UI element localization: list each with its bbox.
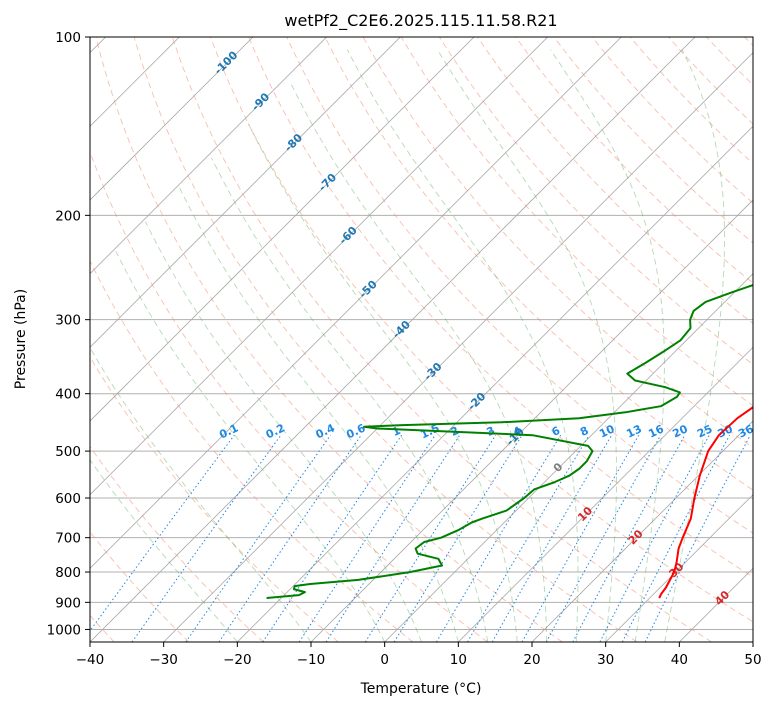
x-tick-label: −20 bbox=[223, 652, 252, 668]
isotherm-line bbox=[163, 52, 753, 642]
mixing-ratio-label: 30 bbox=[716, 422, 736, 440]
moist-adiabat bbox=[664, 49, 725, 642]
mixing-ratio-line bbox=[599, 434, 710, 642]
y-tick-label: 400 bbox=[55, 387, 81, 403]
moist-adiabat bbox=[145, 221, 422, 642]
mixing-ratio-line bbox=[131, 434, 282, 642]
mixing-ratio-line bbox=[90, 434, 235, 632]
mixing-ratio-line bbox=[325, 434, 461, 642]
dry-adiabat bbox=[362, 37, 753, 449]
dry-adiabat bbox=[324, 37, 753, 491]
isotherm-line bbox=[90, 37, 328, 275]
plot-area bbox=[90, 37, 753, 642]
y-tick-label: 300 bbox=[55, 313, 81, 329]
x-tick-label: 20 bbox=[523, 652, 540, 668]
y-axis: 100 200 300 400 500 600 700 800 900 1000 bbox=[47, 30, 90, 638]
dry-adiabat bbox=[591, 37, 753, 204]
moist-adiabat bbox=[437, 49, 617, 642]
x-tick-label: 0 bbox=[380, 652, 389, 668]
moist-adiabat bbox=[90, 458, 238, 642]
x-tick-label: −10 bbox=[297, 652, 326, 668]
dewpoint-profile-line bbox=[266, 283, 753, 599]
profile-lines bbox=[266, 283, 753, 599]
isotherm-line bbox=[90, 37, 475, 422]
moist-adiabat bbox=[115, 251, 386, 642]
moist-adiabat bbox=[247, 123, 518, 642]
mixing-ratio-line bbox=[545, 434, 662, 642]
y-tick-label: 1000 bbox=[47, 622, 81, 638]
dry-adiabat bbox=[515, 37, 753, 284]
x-tick-label: −30 bbox=[149, 652, 178, 668]
mixing-ratio-label: 36 bbox=[736, 422, 756, 440]
moist-adiabat bbox=[346, 49, 579, 642]
mixing-ratio-line bbox=[393, 434, 523, 642]
y-tick-label: 700 bbox=[55, 531, 81, 547]
isotherm-line bbox=[605, 494, 753, 642]
dry-adiabat bbox=[133, 37, 638, 642]
chart-title: wetPf2_C2E6.2025.115.11.58.R21 bbox=[284, 11, 557, 31]
x-tick-label: 50 bbox=[744, 652, 761, 668]
dry-adiabat bbox=[477, 37, 753, 325]
isotherm-line bbox=[90, 37, 622, 569]
mixing-ratio-line bbox=[218, 434, 362, 642]
mixing-ratio-line bbox=[262, 434, 403, 642]
y-tick-label: 600 bbox=[55, 491, 81, 507]
y-tick-label: 800 bbox=[55, 565, 81, 581]
x-tick-label: 40 bbox=[671, 652, 688, 668]
isotherm-line bbox=[310, 199, 753, 642]
temperature-profile-line bbox=[658, 406, 753, 599]
dry-adiabat bbox=[90, 445, 264, 642]
moist-adiabat bbox=[179, 188, 459, 642]
mixing-ratio-line bbox=[644, 434, 751, 642]
x-tick-label: 10 bbox=[450, 652, 467, 668]
mixing-ratio-label: 25 bbox=[695, 422, 714, 440]
dry-adiabat bbox=[400, 37, 753, 407]
y-tick-label: 200 bbox=[55, 208, 81, 224]
moist-adiabat bbox=[90, 346, 312, 642]
dry-adiabat bbox=[171, 37, 712, 642]
y-axis-label: Pressure (hPa) bbox=[13, 289, 29, 389]
mixing-ratio-label: 13 bbox=[624, 422, 643, 440]
mixing-ratio-line bbox=[572, 434, 686, 642]
y-tick-label: 100 bbox=[55, 30, 81, 46]
dry-adiabat bbox=[248, 37, 753, 578]
mixing-ratio-label: 16 bbox=[646, 422, 666, 440]
background-lines bbox=[90, 37, 753, 642]
isotherm-line bbox=[458, 346, 753, 642]
plot-frame bbox=[89, 36, 754, 643]
isotherm-line bbox=[90, 37, 549, 496]
mixing-ratio-label: 10 bbox=[597, 422, 617, 440]
isotherm-line bbox=[90, 37, 696, 642]
x-tick-label: 30 bbox=[597, 652, 614, 668]
mixing-ratio-line bbox=[435, 434, 562, 642]
x-axis: −40 −30 −20 −10 0 10 20 30 40 50 bbox=[76, 642, 762, 668]
isotherm-line bbox=[384, 273, 753, 642]
moist-adiabat bbox=[211, 157, 489, 642]
moist-adiabat bbox=[290, 83, 548, 642]
x-tick-label: −40 bbox=[76, 652, 105, 668]
mixing-ratio-label: 20 bbox=[671, 422, 691, 440]
y-tick-label: 500 bbox=[55, 444, 81, 460]
moist-adiabat bbox=[550, 49, 665, 642]
dry-adiabat bbox=[210, 37, 753, 623]
mixing-ratio-line bbox=[364, 434, 497, 642]
dry-adiabat bbox=[90, 259, 414, 642]
isotherm-line bbox=[237, 125, 753, 642]
dry-adiabat bbox=[629, 37, 753, 165]
isotherm-line bbox=[531, 420, 753, 642]
x-axis-label: Temperature (°C) bbox=[360, 681, 482, 697]
mixing-ratio-line bbox=[298, 434, 436, 642]
isotherm-line bbox=[90, 37, 401, 348]
y-tick-label: 900 bbox=[55, 595, 81, 611]
